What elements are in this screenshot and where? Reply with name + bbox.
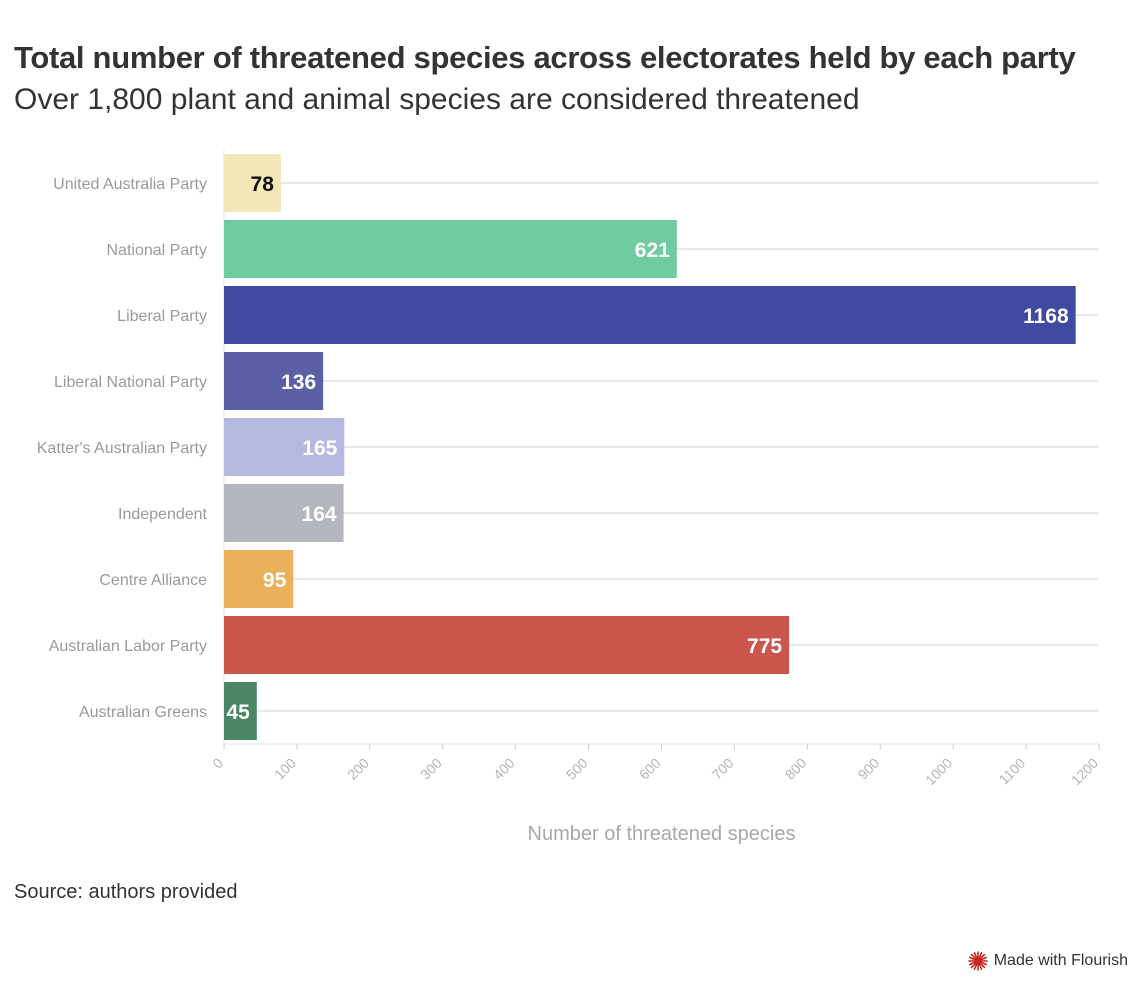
x-tick-label: 100 xyxy=(271,755,299,783)
x-tick-label: 500 xyxy=(563,755,591,783)
category-label: Liberal Party xyxy=(117,308,207,325)
value-label: 621 xyxy=(635,239,670,262)
bar xyxy=(224,154,281,212)
bar xyxy=(224,550,294,608)
value-label: 136 xyxy=(281,371,316,394)
chart-subtitle: Over 1,800 plant and animal species are … xyxy=(14,83,860,116)
x-tick-label: 800 xyxy=(782,755,810,783)
flourish-credit[interactable]: Made with Flourish xyxy=(967,951,1128,971)
category-label: Independent xyxy=(118,506,208,523)
x-tick-label: 1200 xyxy=(1068,755,1101,788)
bar xyxy=(224,220,677,278)
x-tick-label: 200 xyxy=(344,755,372,783)
value-label: 775 xyxy=(747,635,782,658)
bar xyxy=(224,286,1076,344)
chart-title: Total number of threatened species acros… xyxy=(14,40,1076,75)
x-tick-label: 0 xyxy=(209,755,226,772)
category-label: Australian Greens xyxy=(79,704,207,721)
x-tick-label: 1000 xyxy=(922,755,955,788)
bar xyxy=(224,418,345,476)
value-label: 164 xyxy=(302,503,337,526)
bar xyxy=(224,484,344,542)
category-label: Katter's Australian Party xyxy=(37,440,207,457)
flourish-logo-icon xyxy=(967,951,988,971)
value-label: 45 xyxy=(226,701,250,724)
x-axis-title: Number of threatened species xyxy=(528,823,796,845)
x-tick-label: 600 xyxy=(636,755,664,783)
bar xyxy=(224,616,790,674)
x-tick-label: 900 xyxy=(855,755,883,783)
x-tick-label: 300 xyxy=(417,755,445,783)
category-label: National Party xyxy=(107,242,208,259)
source-note: Source: authors provided xyxy=(14,881,238,903)
x-tick-label: 1100 xyxy=(996,755,1029,788)
value-label: 1168 xyxy=(1023,305,1069,328)
value-label: 165 xyxy=(302,437,337,460)
x-tick-label: 400 xyxy=(490,755,518,783)
bar-chart: United Australia Party 78 National Party 62… xyxy=(37,150,1101,845)
value-label: 78 xyxy=(251,173,275,196)
category-label: United Australia Party xyxy=(53,176,207,193)
category-label: Australian Labor Party xyxy=(49,638,207,655)
credit-label: Made with Flourish xyxy=(993,952,1128,969)
bar xyxy=(224,682,257,740)
value-label: 95 xyxy=(263,569,287,592)
category-label: Centre Alliance xyxy=(99,572,207,589)
x-tick-label: 700 xyxy=(709,755,737,783)
bar xyxy=(224,352,324,410)
category-label: Liberal National Party xyxy=(54,374,207,391)
